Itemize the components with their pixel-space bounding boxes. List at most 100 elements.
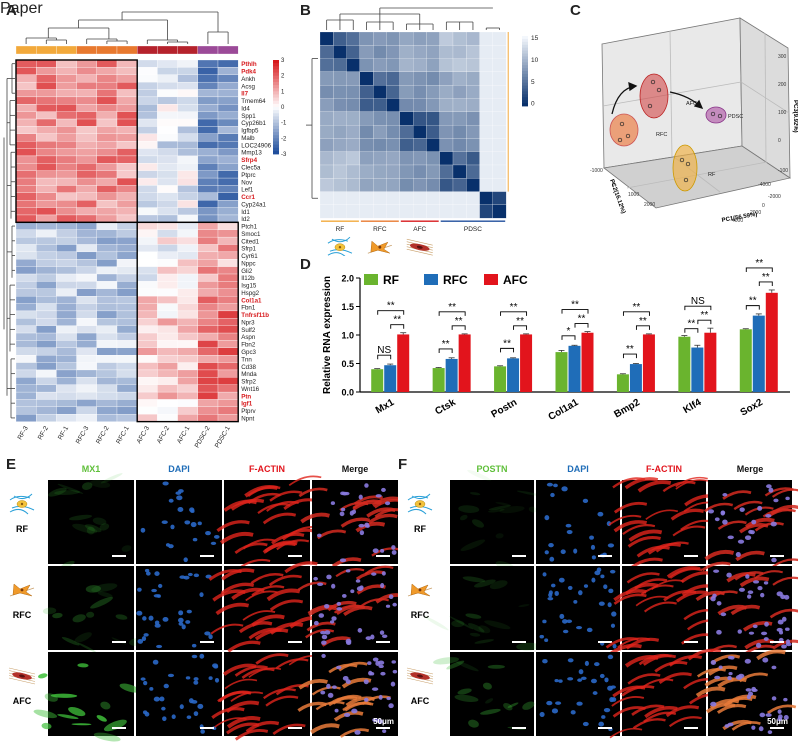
heatmap-cell: [76, 185, 97, 193]
heatmap-cell: [137, 177, 158, 186]
correlation-cell: [439, 164, 454, 179]
nucleus: [378, 664, 384, 669]
group-swatch: [56, 45, 77, 55]
afc-cell-icon: [406, 667, 434, 685]
gene-label: Malb: [241, 135, 255, 142]
nucleus: [153, 696, 160, 702]
heatmap-cell: [36, 288, 57, 297]
actin-fiber: [609, 727, 643, 739]
nucleus: [752, 580, 760, 584]
nucleus: [573, 548, 578, 554]
actin-fiber: [662, 480, 696, 493]
correlation-cell: [479, 45, 494, 59]
nucleus: [342, 675, 349, 681]
heatmap-cell: [197, 244, 219, 253]
green-signal: [86, 611, 95, 618]
scale-swatch: [273, 69, 279, 73]
heatmap-cell: [15, 391, 37, 400]
actin-fiber: [624, 582, 659, 596]
green-signal: [42, 607, 57, 615]
heatmap-row-dendrogram: [3, 63, 15, 419]
bar: [629, 364, 642, 392]
heatmap-cell: [157, 288, 178, 297]
heatmap-cell: [36, 214, 57, 223]
heatmap-cell: [177, 259, 198, 267]
group-swatch: [76, 45, 97, 55]
nucleus: [757, 505, 763, 511]
nucleus: [707, 509, 715, 514]
heatmap-cell: [36, 81, 57, 90]
heatmap-cell: [56, 67, 77, 75]
correlation-cell: [492, 124, 507, 139]
heatmap-cell: [96, 111, 118, 120]
pca-axis-label-z: PC3(9.92%): [792, 100, 798, 133]
heatmap-cell: [217, 126, 239, 134]
heatmap-cell: [217, 377, 239, 385]
actin-fiber: [666, 566, 701, 579]
heatmap-cell: [197, 96, 219, 105]
heatmap-cell: [217, 141, 239, 149]
correlation-cell: [386, 71, 400, 86]
heatmap-cell: [56, 200, 77, 208]
actin-fiber: [631, 704, 665, 716]
scale-tick: -3: [281, 152, 287, 158]
actin-fiber: [368, 513, 398, 525]
heatmap-cell: [36, 207, 57, 216]
nucleus: [607, 602, 612, 608]
heatmap-cell: [197, 318, 219, 326]
heatmap-cell: [36, 296, 57, 304]
correlation-cell: [466, 178, 480, 192]
nucleus: [162, 616, 169, 622]
heatmap-cell: [157, 236, 178, 245]
nucleus: [329, 620, 335, 624]
nucleus: [149, 686, 154, 691]
heatmap-cell: [76, 111, 97, 120]
nucleus: [384, 501, 391, 506]
actin-fiber: [626, 572, 660, 584]
green-signal: [462, 576, 486, 583]
heatmap-cell: [137, 170, 158, 179]
nucleus: [370, 634, 375, 640]
nucleus: [371, 687, 379, 691]
heatmap-cell: [56, 288, 77, 297]
heatmap-cell: [157, 303, 178, 312]
rf-cell-icon: [407, 493, 433, 515]
heatmap-cell: [116, 310, 138, 319]
nucleus: [186, 715, 192, 720]
heatmap-cell: [157, 296, 178, 304]
correlation-cell: [359, 111, 374, 126]
nucleus: [170, 524, 175, 530]
green-signal: [456, 661, 479, 672]
y-tick-label: 2.0: [341, 274, 354, 284]
actin-fiber: [644, 706, 678, 719]
actin-fiber: [613, 593, 647, 605]
actin-fiber: [613, 501, 648, 514]
heatmap-cell: [137, 281, 158, 289]
heatmap-cell: [137, 244, 158, 253]
nucleus: [200, 729, 205, 734]
tile-background: [536, 566, 620, 650]
gene-label: Il7: [241, 91, 248, 98]
heatmap-cell: [56, 89, 77, 98]
heatmap-cell: [76, 133, 97, 142]
gene-label: Cyp26b1: [241, 120, 266, 127]
nucleus: [197, 703, 204, 709]
scale-swatch: [522, 100, 528, 104]
heatmap-cell: [137, 399, 158, 408]
gene-label: Fbn2: [241, 342, 256, 349]
correlation-cell: [386, 85, 400, 99]
heatmap-cell: [116, 148, 138, 157]
correlation-cell: [333, 85, 347, 99]
scale-swatch: [522, 82, 528, 86]
correlation-cell-icons: [327, 236, 433, 256]
heatmap-cell: [76, 406, 97, 415]
heatmap-cell: [96, 214, 118, 223]
heatmap-cell: [116, 236, 138, 245]
nucleus: [603, 708, 611, 713]
correlation-cell: [373, 71, 387, 86]
heatmap-cell: [116, 118, 138, 127]
gene-label: Npr3: [241, 319, 255, 326]
significance-bracket: [438, 348, 453, 353]
correlation-cell: [426, 151, 440, 166]
green-signal: [472, 519, 484, 528]
